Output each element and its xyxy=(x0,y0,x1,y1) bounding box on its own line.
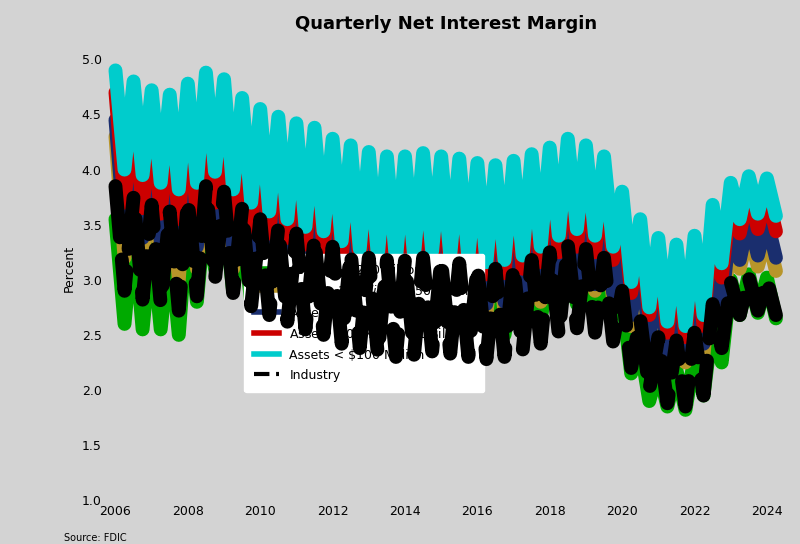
Legend: Assets > $250 Billion, Assets  $10 Billion - $250 Billion, Assets  $1 Billion - : Assets > $250 Billion, Assets $10 Billio… xyxy=(245,254,484,392)
Title: Quarterly Net Interest Margin: Quarterly Net Interest Margin xyxy=(294,15,597,33)
Y-axis label: Percent: Percent xyxy=(63,245,76,292)
Text: Source: FDIC: Source: FDIC xyxy=(64,533,126,543)
